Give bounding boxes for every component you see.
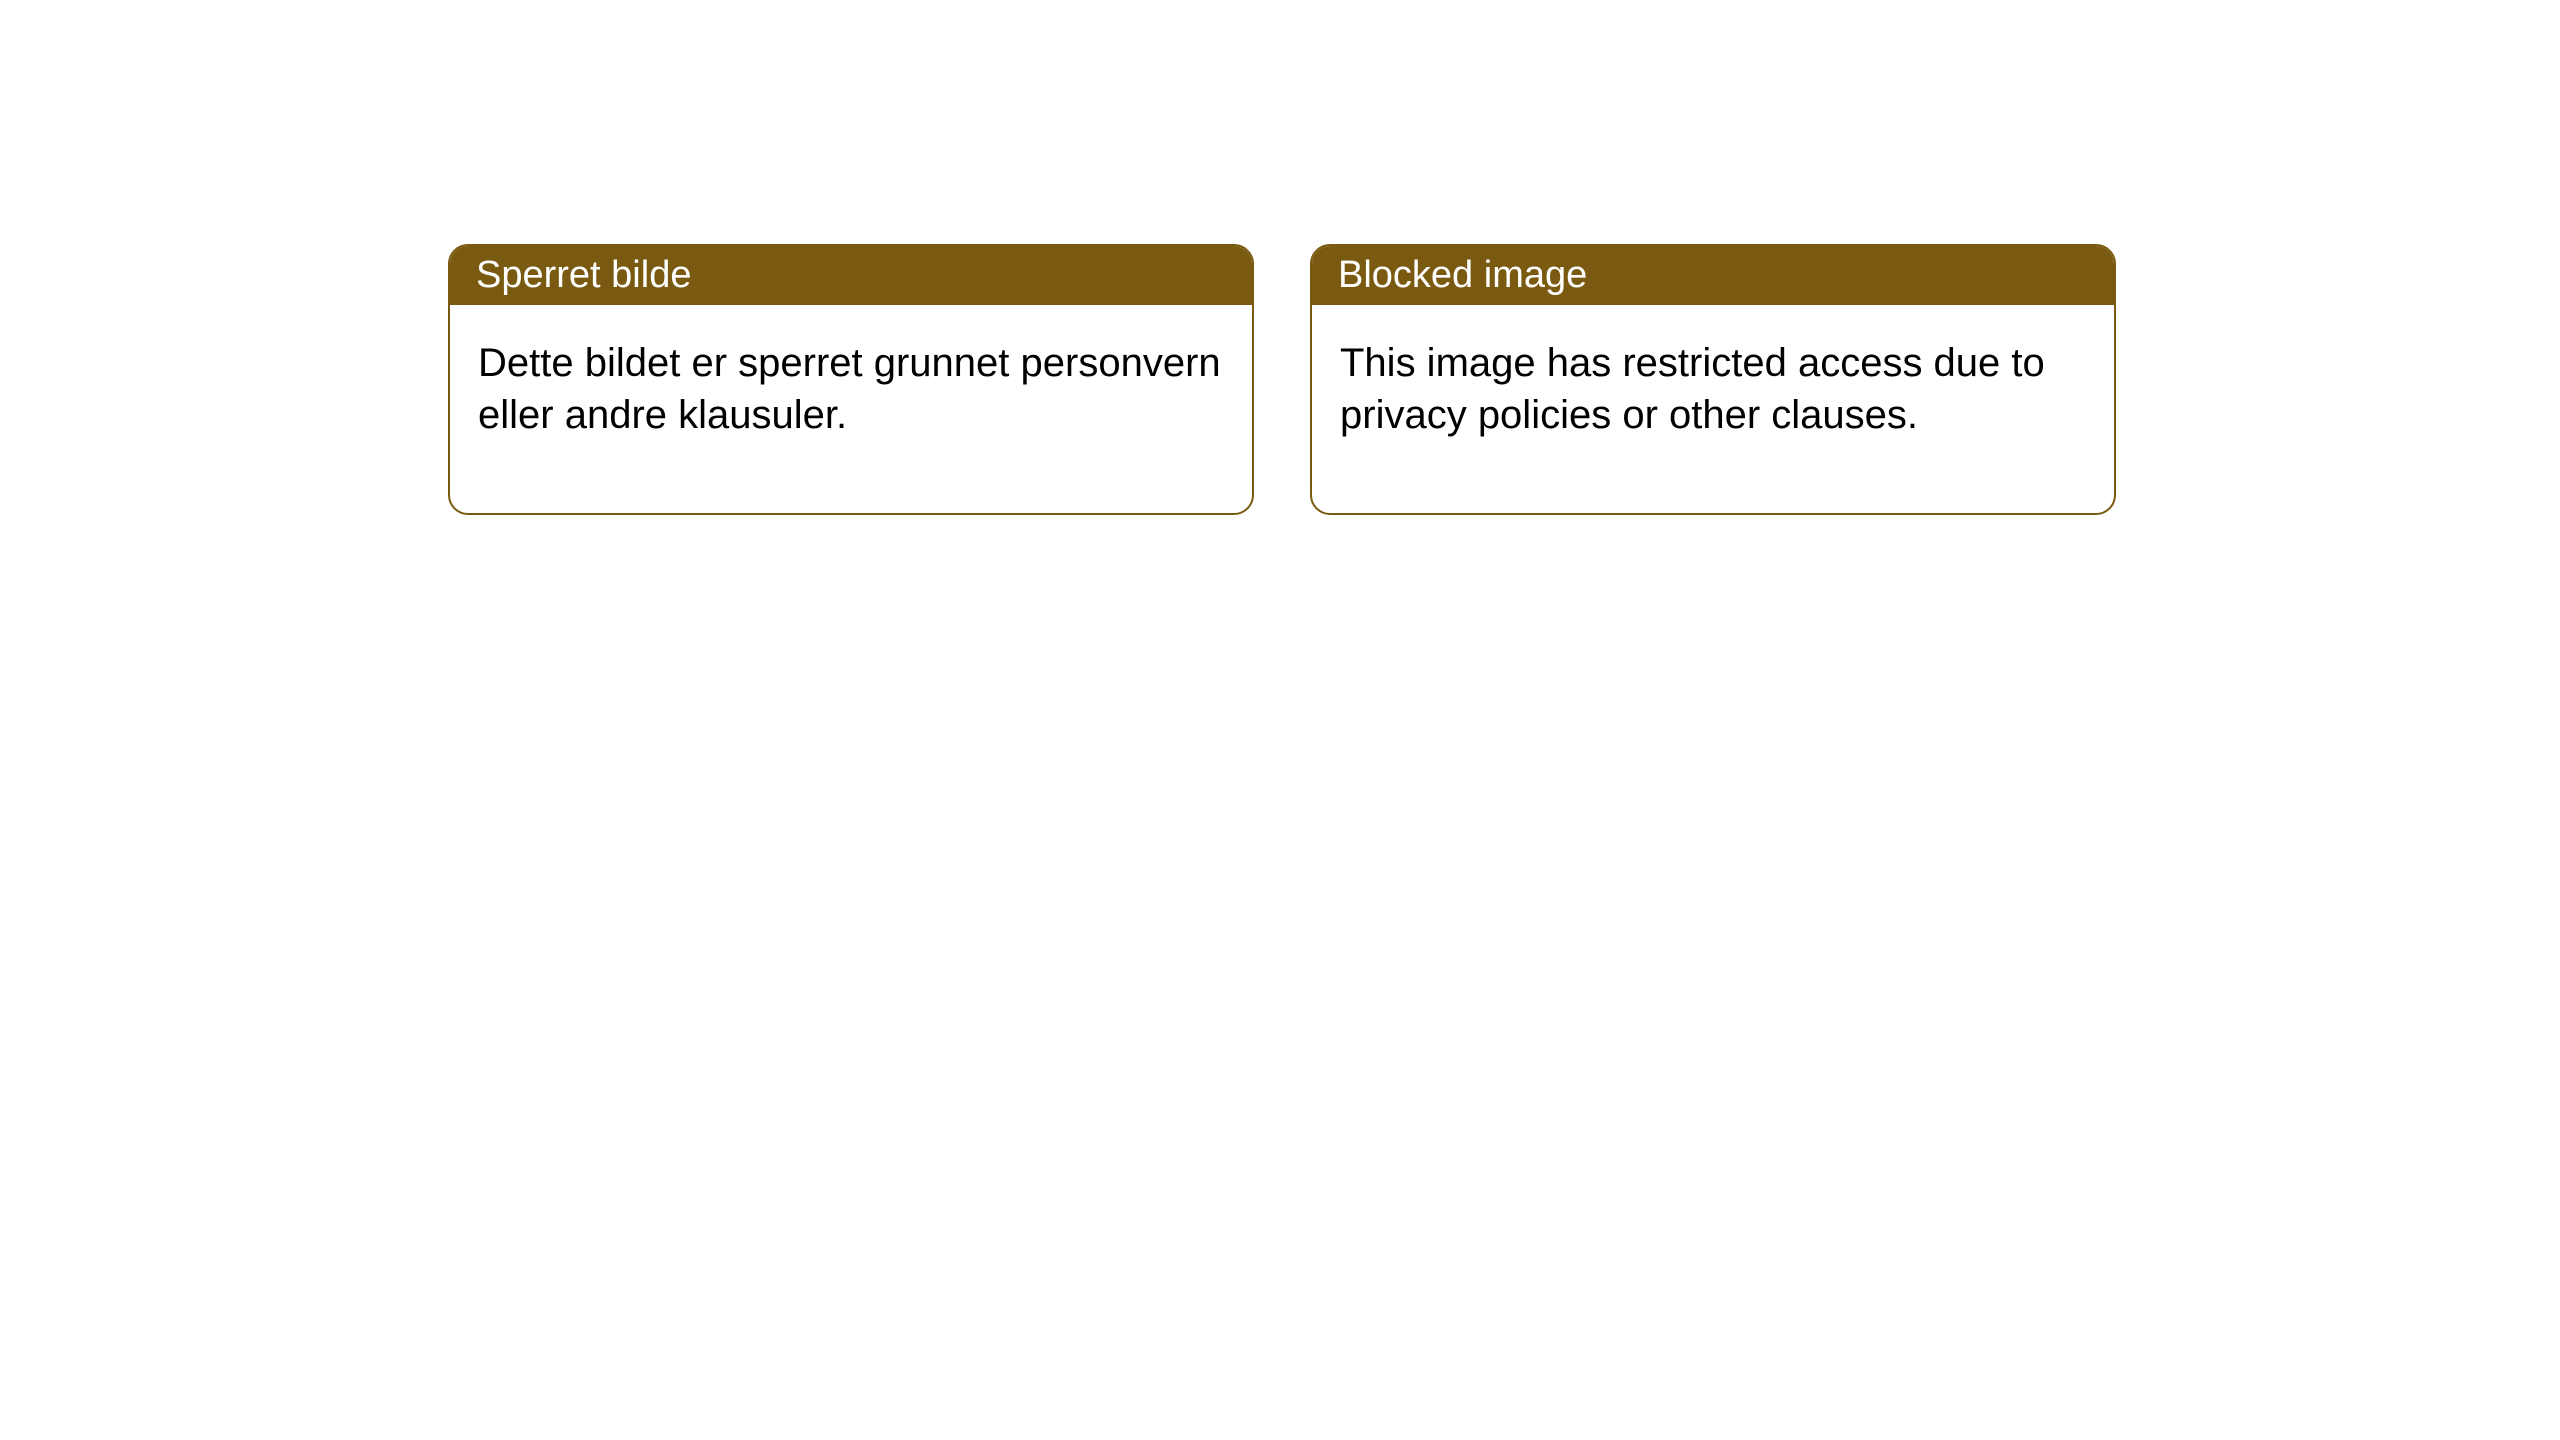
card-body: Dette bildet er sperret grunnet personve… [450,305,1252,513]
notice-card-english: Blocked image This image has restricted … [1310,244,2116,515]
card-header: Blocked image [1312,246,2114,305]
notice-card-norwegian: Sperret bilde Dette bildet er sperret gr… [448,244,1254,515]
card-body: This image has restricted access due to … [1312,305,2114,513]
card-header: Sperret bilde [450,246,1252,305]
notice-cards-container: Sperret bilde Dette bildet er sperret gr… [0,0,2560,515]
